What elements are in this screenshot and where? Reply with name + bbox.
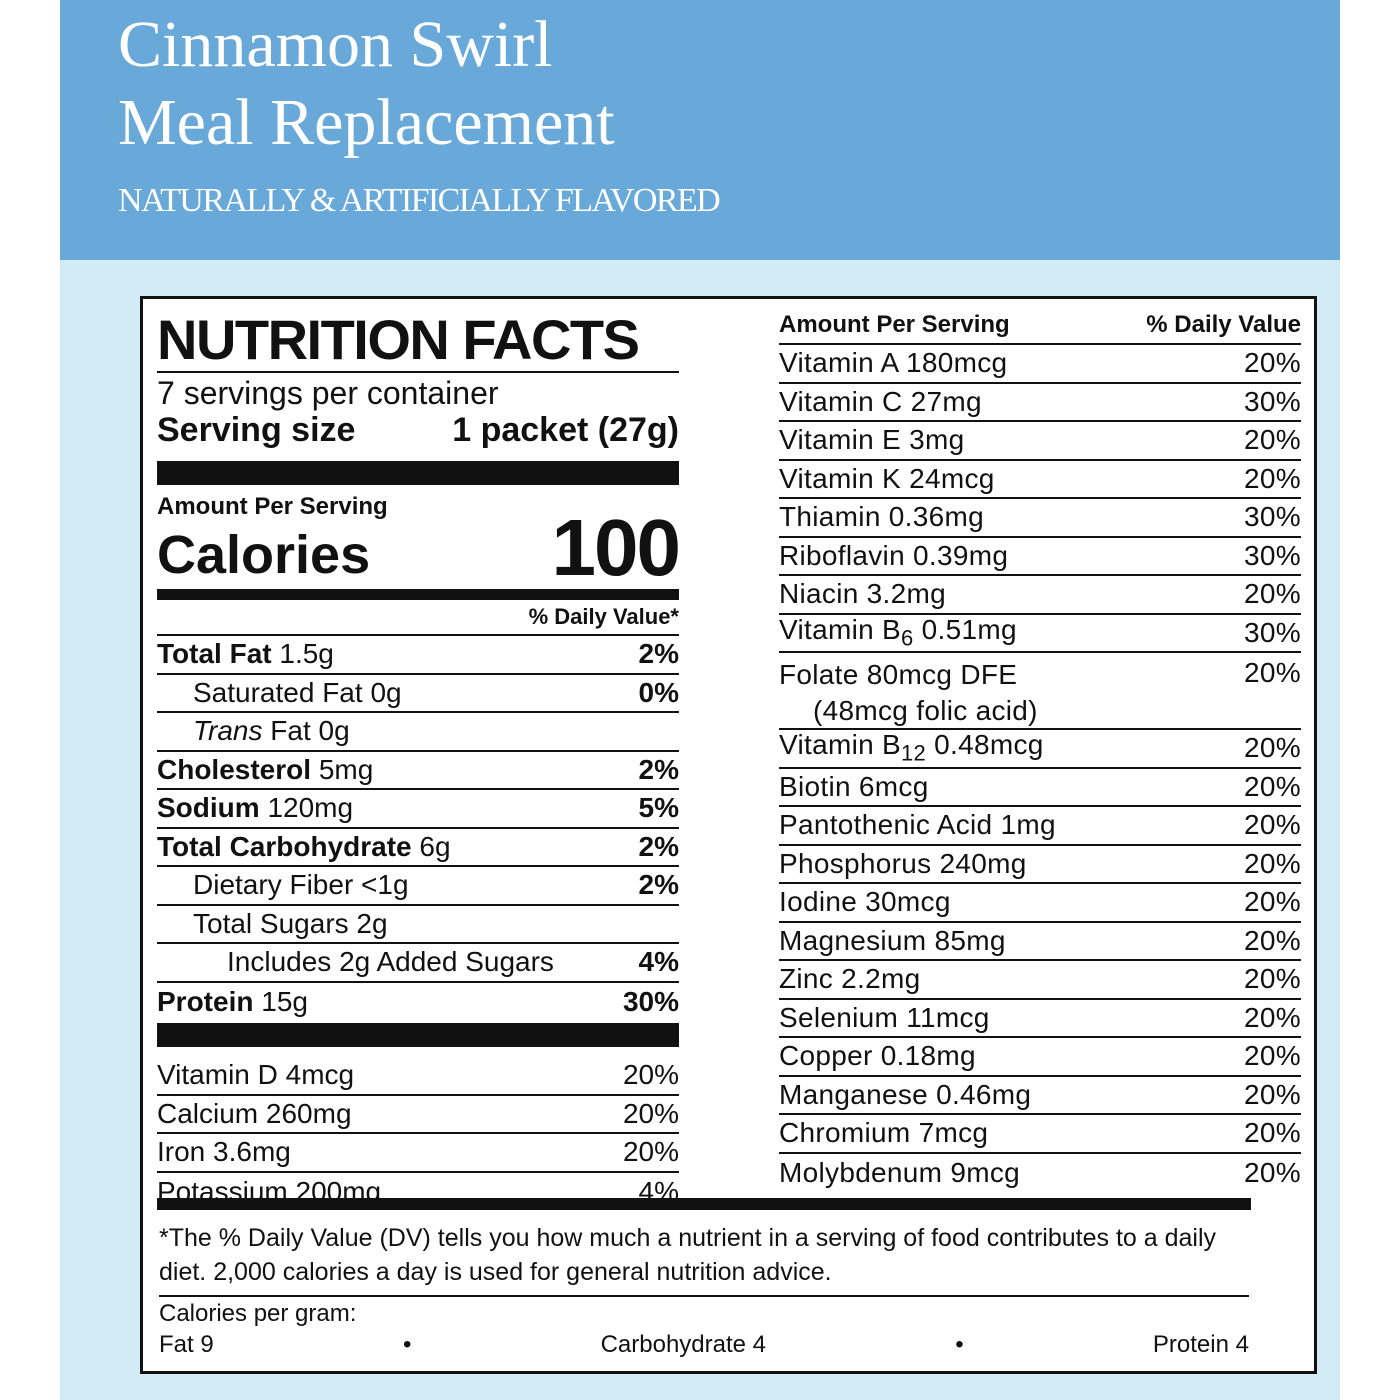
vitamin-row-vitamin-k: Vitamin K 24mcg 20% — [779, 461, 1301, 499]
cpg-protein: Protein 4 — [1152, 1331, 1249, 1358]
vitamin-row-vitamin-e: Vitamin E 3mg 20% — [779, 422, 1301, 461]
cpg-fat: Fat 9 — [159, 1331, 214, 1358]
left-vitamin-list: Vitamin D 4mcg 20% Calcium 260mg 20% Iron … — [157, 1057, 679, 1211]
nutrition-facts-label: NUTRITION FACTS 7 servings per container… — [140, 296, 1317, 1374]
serving-size-label: Serving size — [157, 411, 356, 449]
calories-per-gram-row: Fat 9 • Carbohydrate 4 • Protein 4 — [159, 1329, 1249, 1361]
nutrient-row-sodium: Sodium 120mg 5% — [157, 790, 679, 829]
vitamin-row-zinc: Zinc 2.2mg 20% — [779, 961, 1301, 1000]
left-panel: NUTRITION FACTS 7 servings per container… — [157, 309, 681, 1211]
right-panel: Amount Per Serving % Daily Value Vitamin… — [779, 307, 1301, 1192]
bullet-icon: • — [955, 1331, 964, 1358]
calories-per-gram-title: Calories per gram: — [159, 1300, 357, 1327]
bullet-icon: • — [402, 1331, 412, 1358]
daily-value-header: % Daily Value* — [157, 600, 679, 636]
vitamin-row-iodine: Iodine 30mcg 20% — [779, 884, 1301, 923]
vitamin-row-molybdenum: Molybdenum 9mcg 20% — [779, 1156, 1301, 1188]
daily-value-footnote: *The % Daily Value (DV) tells you how mu… — [159, 1221, 1249, 1297]
nutrient-pct: 2% — [638, 638, 679, 670]
product-title-line2: Meal Replacement — [118, 86, 615, 159]
vitamin-row-selenium: Selenium 11mcg 20% — [779, 1000, 1301, 1038]
serving-size-value: 1 packet (27g) — [452, 411, 679, 449]
vitamin-row-manganese: Manganese 0.46mg 20% — [779, 1077, 1301, 1115]
calories-label: Calories — [157, 525, 371, 585]
right-header: Amount Per Serving % Daily Value — [779, 307, 1301, 345]
vitamin-row-vitamin-b12: Vitamin B12 0.48mcg 20% — [779, 729, 1301, 769]
product-title-line1: Cinnamon Swirl — [118, 8, 553, 81]
calories-per-gram: Calories per gram: Fat 9 • Carbohydrate … — [159, 1299, 1249, 1361]
vitamin-row-vitamin-d: Vitamin D 4mcg 20% — [157, 1057, 679, 1096]
vitamin-row-copper: Copper 0.18mg 20% — [779, 1038, 1301, 1077]
nutrient-pct: 2% — [638, 830, 679, 862]
nutrient-row-total-carbohydrate: Total Carbohydrate 6g 2% — [157, 829, 679, 867]
nutrient-row-cholesterol: Cholesterol 5mg 2% — [157, 752, 679, 790]
vitamin-row-pantothenic-acid: Pantothenic Acid 1mg 20% — [779, 807, 1301, 846]
nutrient-row-dietary-fiber: Dietary Fiber <1g 2% — [157, 867, 679, 906]
nutrient-row-total-fat: Total Fat 1.5g 2% — [157, 636, 679, 675]
amount-per-serving: Amount Per Serving — [157, 493, 388, 520]
vitamin-row-folate: Folate 80mcg DFE (48mcg folic acid) 20% — [779, 653, 1301, 730]
nutrient-pct: 2% — [638, 753, 679, 785]
nutrient-pct: 4% — [638, 946, 679, 978]
vitamin-row-niacin: Niacin 3.2mg 20% — [779, 576, 1301, 615]
nutrient-list: Total Fat 1.5g 2% Saturated Fat 0g 0% Tr… — [157, 636, 679, 1021]
nutrient-row-added-sugars: Includes 2g Added Sugars 4% — [157, 944, 679, 983]
nutrient-row-trans-fat: Trans Fat 0g — [157, 713, 679, 752]
vitamin-row-vitamin-b6: Vitamin B6 0.51mg 30% — [779, 614, 1301, 653]
servings-per-container: 7 servings per container — [157, 375, 499, 411]
nutrient-row-protein: Protein 15g 30% — [157, 985, 679, 1017]
nutrient-pct: 30% — [622, 985, 679, 1017]
calories-row: Calories 100 — [157, 508, 681, 588]
serving-size-row: Serving size 1 packet (27g) — [157, 411, 679, 449]
divider-medium — [157, 589, 679, 600]
flavor-note: NATURALLY & ARTIFICIALLY FLAVORED — [118, 182, 721, 219]
right-vitamin-list: Vitamin A 180mcg 20% Vitamin C 27mg 30% Vi… — [779, 345, 1301, 1192]
nutrient-row-saturated-fat: Saturated Fat 0g 0% — [157, 675, 679, 713]
nutrient-row-total-sugars: Total Sugars 2g — [157, 906, 679, 944]
vitamin-row-phosphorus: Phosphorus 240mg 20% — [779, 846, 1301, 884]
nutrition-facts-title: NUTRITION FACTS — [157, 309, 679, 373]
package-panel: Cinnamon Swirl Meal Replacement NATURALL… — [60, 0, 1340, 1400]
nutrient-pct: 5% — [638, 792, 679, 824]
vitamin-row-vitamin-c: Vitamin C 27mg 30% — [779, 384, 1301, 422]
nutrient-pct: 2% — [638, 869, 679, 901]
nutrient-pct: 0% — [638, 676, 679, 708]
divider-footer — [157, 1198, 1251, 1210]
divider-thick — [157, 461, 679, 485]
vitamin-row-vitamin-a: Vitamin A 180mcg 20% — [779, 345, 1301, 384]
vitamin-row-calcium: Calcium 260mg 20% — [157, 1096, 679, 1134]
vitamin-row-riboflavin: Riboflavin 0.39mg 30% — [779, 538, 1301, 576]
product-title: Cinnamon Swirl Meal Replacement — [118, 6, 615, 162]
vitamin-row-thiamin: Thiamin 0.36mg 30% — [779, 499, 1301, 538]
vitamin-row-biotin: Biotin 6mcg 20% — [779, 769, 1301, 807]
vitamin-row-chromium: Chromium 7mcg 20% — [779, 1115, 1301, 1154]
vitamin-row-iron: Iron 3.6mg 20% — [157, 1134, 679, 1173]
vitamin-row-magnesium: Magnesium 85mg 20% — [779, 923, 1301, 961]
divider-thick-bottom — [157, 1023, 679, 1047]
header-band: Cinnamon Swirl Meal Replacement NATURALL… — [60, 0, 1340, 260]
calories-value: 100 — [551, 503, 681, 592]
cpg-carbohydrate: Carbohydrate 4 — [600, 1331, 767, 1358]
